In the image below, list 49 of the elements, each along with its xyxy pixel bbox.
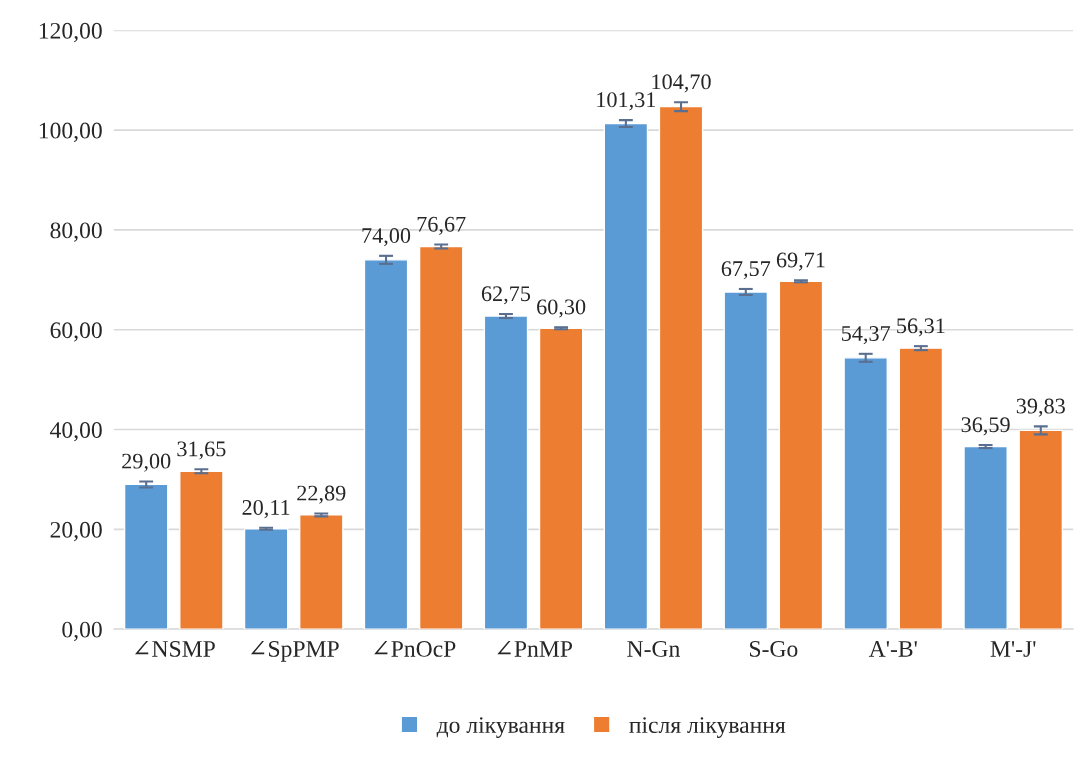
y-tick-label: 100,00: [39, 122, 102, 142]
data-label: 60,30: [537, 299, 586, 318]
x-tick-label: M'-J': [990, 641, 1036, 657]
data-label: 22,89: [297, 485, 346, 504]
x-tick-label: A'-B': [868, 641, 917, 657]
data-label: 31,65: [177, 441, 226, 460]
data-label: 36,59: [961, 417, 1010, 436]
bar: [538, 327, 584, 630]
data-label: 76,67: [417, 216, 466, 235]
y-tick-label: 120,00: [39, 22, 102, 43]
data-label: 69,71: [776, 252, 825, 271]
bar: [179, 470, 224, 630]
x-tick-label: N-Gn: [627, 641, 680, 657]
y-tick-label: 40,00: [50, 422, 102, 442]
data-label: 74,00: [362, 228, 411, 247]
data-label: 39,83: [1016, 398, 1065, 417]
bar: [898, 347, 944, 630]
x-tick-label: ∠PnOcP: [374, 641, 456, 657]
bar: [603, 122, 649, 630]
bar: [483, 315, 529, 630]
bar: [778, 280, 824, 630]
data-label: 62,75: [481, 286, 531, 305]
y-tick-label: 60,00: [50, 322, 102, 342]
bar: [418, 245, 464, 630]
data-label: 20,11: [242, 499, 290, 519]
legend-label: до лікування: [436, 717, 565, 738]
data-label: 67,57: [721, 261, 771, 280]
x-tick-label: S-Go: [750, 641, 798, 657]
y-tick-label: 20,00: [50, 521, 102, 542]
y-tick-label: 0,00: [62, 621, 102, 641]
bar: [963, 445, 1008, 630]
data-label: 54,37: [841, 326, 891, 345]
x-tick-label: ∠SpPMP: [250, 641, 339, 662]
bar: [843, 357, 888, 630]
legend-label: після лікування: [629, 717, 786, 738]
bar: [1018, 429, 1064, 630]
bar: [363, 259, 409, 630]
x-tick-label: ∠NSMP: [134, 641, 215, 657]
bar: [123, 483, 169, 630]
data-label: 101,31: [597, 92, 656, 111]
bar: [298, 514, 344, 630]
data-label: 29,00: [122, 453, 171, 472]
x-tick-label: ∠PnMP: [497, 641, 573, 657]
data-label: 56,31: [897, 318, 945, 337]
data-label: 104,70: [652, 74, 711, 93]
bar: [658, 105, 704, 630]
y-tick-label: 80,00: [50, 222, 102, 242]
bar: [723, 291, 769, 630]
bar: [243, 528, 289, 630]
